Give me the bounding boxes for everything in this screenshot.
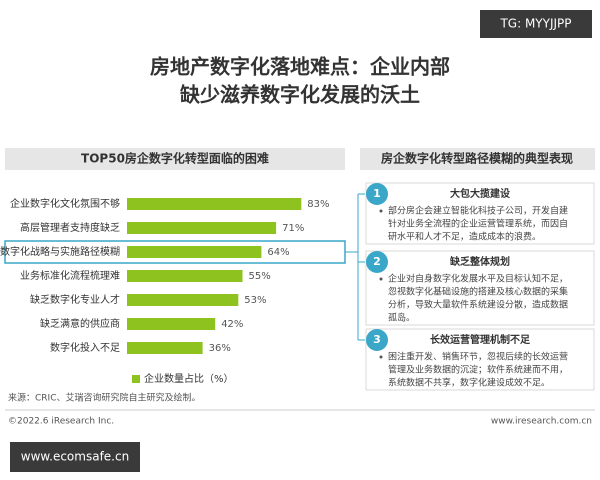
item-title: 缺乏整体规划 xyxy=(449,255,510,268)
item-line: 企业对自身数字化发展水平及目标认知不足， xyxy=(388,273,568,285)
item-badge xyxy=(366,251,388,273)
watermark-box xyxy=(10,442,140,472)
item-line: 研水平和人才不足，造成成本的浪费。 xyxy=(388,231,541,243)
value-label: 71% xyxy=(282,223,304,234)
category-label: 业务标准化流程梳理难 xyxy=(20,269,120,282)
bar xyxy=(127,318,216,330)
legend-swatch xyxy=(132,375,140,383)
item-line: 孤岛。 xyxy=(388,312,415,324)
title-line: 房地产数字化落地难点：企业内部 xyxy=(150,55,450,79)
bullet xyxy=(379,277,383,281)
connector xyxy=(345,193,365,341)
item-line: 分析，导致大量软件系统建设分散，造成数据 xyxy=(388,299,568,311)
item-number: 3 xyxy=(373,333,381,346)
bullet xyxy=(379,355,383,359)
item-title: 长效运营管理机制不足 xyxy=(430,333,531,346)
panel-title: 房企数字化转型路径模糊的典型表现 xyxy=(381,151,573,166)
title-line: 缺少滋养数字化发展的沃土 xyxy=(180,83,420,107)
bar xyxy=(127,342,203,354)
chart-header xyxy=(5,148,345,170)
category-label: 企业数字化文化氛围不够 xyxy=(10,197,120,210)
website: www.iresearch.com.cn xyxy=(491,417,592,427)
value-label: 36% xyxy=(209,343,231,354)
category-label: 高层管理者支持度缺乏 xyxy=(20,221,120,234)
category-label: 数字化投入不足 xyxy=(50,341,120,354)
category-label: 数字化战略与实施路径模糊 xyxy=(0,245,120,258)
bar xyxy=(127,294,239,306)
watermark: TG: MYYJJPP xyxy=(499,17,571,31)
item-line: 系统数据不共享，数字化建设成效不足。 xyxy=(388,377,550,389)
copyright: ©2022.6 iResearch Inc. xyxy=(8,417,114,427)
item-line: 困注重开发、销售环节，忽视后续的长效运营 xyxy=(388,351,568,363)
item-line: 部分房企会建立智能化科技子公司，开发自建 xyxy=(388,205,568,217)
item-title: 大包大揽建设 xyxy=(450,187,510,200)
bar xyxy=(127,270,243,282)
bullet xyxy=(379,209,383,213)
item-box xyxy=(365,250,595,326)
item-number: 1 xyxy=(373,187,381,200)
item-line: 管理及业务数据的沉淀；软件系统建而不用， xyxy=(388,364,568,376)
watermark-box xyxy=(480,10,592,38)
value-label: 55% xyxy=(249,271,271,282)
item-badge xyxy=(366,329,388,351)
item-line: 针对业务全流程的企业运营管理系统，而因自 xyxy=(388,218,568,230)
item-line: 忽视数字化基础设施的搭建及核心数据的采集 xyxy=(388,286,568,298)
value-label: 64% xyxy=(267,247,289,258)
item-badge xyxy=(366,183,388,205)
source: 来源：CRIC、艾瑞咨询研究院自主研究及绘制。 xyxy=(8,392,200,404)
item-number: 2 xyxy=(373,255,381,268)
value-label: 42% xyxy=(221,319,243,330)
item-box xyxy=(365,328,595,391)
legend-label: 企业数量占比（%） xyxy=(144,372,234,385)
value-label: 53% xyxy=(244,295,266,306)
value-label: 83% xyxy=(307,199,329,210)
watermark: www.ecomsafe.cn xyxy=(21,450,129,464)
bar xyxy=(127,198,302,210)
bar xyxy=(127,246,262,258)
panel-header xyxy=(360,148,595,170)
bar xyxy=(127,222,277,234)
category-label: 缺乏数字化专业人才 xyxy=(30,293,120,306)
item-box xyxy=(365,182,595,245)
chart-title: TOP50房企数字化转型面临的困难 xyxy=(81,151,269,166)
category-label: 缺乏满意的供应商 xyxy=(40,317,120,330)
